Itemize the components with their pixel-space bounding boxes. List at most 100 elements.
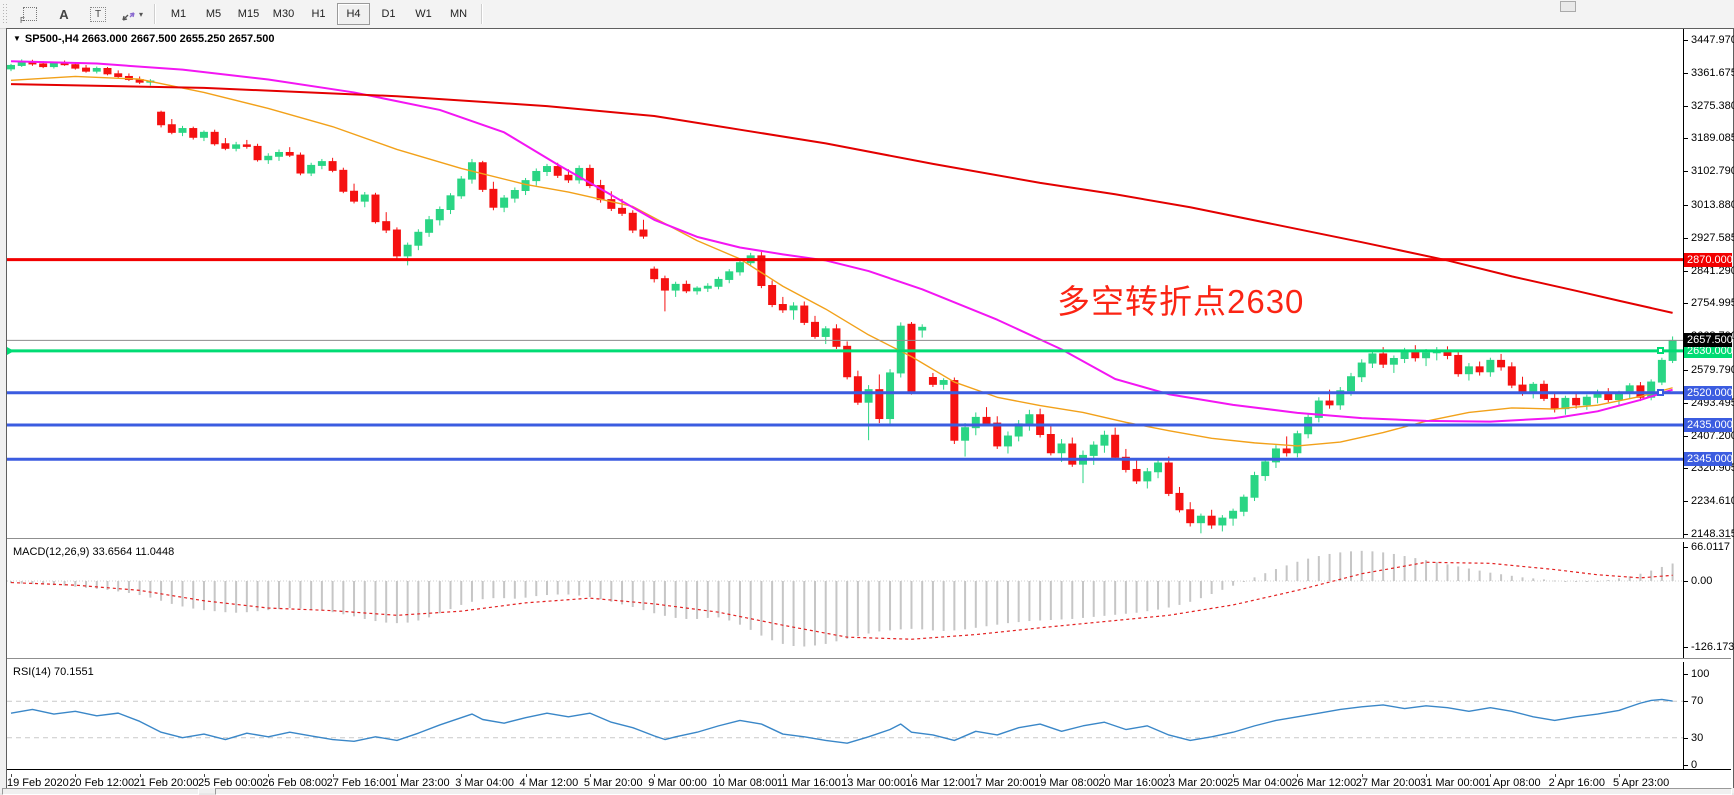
chart-title[interactable]: ▼ SP500-,H4 2663.000 2667.500 2655.250 26… [13,33,274,45]
pivot-2630-handle[interactable] [1657,347,1664,355]
macd-bar [953,581,956,631]
timeframe-button-m30[interactable]: M30 [272,8,295,20]
rsi-chart-svg[interactable] [7,662,1683,769]
timeframe-button-d1[interactable]: D1 [381,8,396,20]
snap-grid-button[interactable]: F [13,2,47,26]
macd-bar [385,581,388,623]
macd-bar [567,581,570,595]
candle-body [157,111,166,126]
timeframe-button-h4[interactable]: H4 [337,3,370,25]
candle-body [607,199,616,209]
axis-tick [1684,39,1688,41]
date-tick [268,774,270,777]
rsi-axis[interactable]: 100 70 30 0 [1683,662,1732,771]
date-tick [1233,774,1235,777]
price-axis-label: 3361.675 [1691,66,1734,79]
timeframe-button-w1[interactable]: W1 [415,8,432,20]
macd-bar [685,581,688,619]
candle-body [457,178,466,197]
macd-bar [299,581,302,609]
candle-body [1657,359,1666,383]
support-2520-handle[interactable] [1657,389,1664,397]
candle-body [510,189,519,199]
candle-body [993,422,1002,447]
candle-body [339,169,348,192]
axis-tick [1684,435,1688,437]
date-tick [75,774,77,777]
macd-bar [192,581,195,609]
macd-bar [1135,581,1138,613]
macd-bar [921,581,924,630]
price-axis[interactable]: 3447.970 3361.675 3275.380 3189.085 3102.790… [1683,29,1734,540]
macd-bar [588,581,591,598]
candle-body [1143,471,1152,482]
date-tick [911,774,913,777]
date-axis[interactable]: 19 Feb 2020 20 Feb 12:00 21 Feb 20:00 25 Fe… [7,774,1731,791]
candle-body [789,305,798,311]
candle-body [853,376,862,403]
macd-bar [1639,573,1642,581]
candle-body [1550,397,1559,410]
axis-tick [1684,72,1688,74]
date-axis-label: 2 Apr 16:00 [1548,777,1605,789]
date-axis-label: 3 Mar 04:00 [455,777,514,789]
macd-bar [1242,581,1245,582]
timeframe-button-m1[interactable]: M1 [170,8,187,20]
candle-body [650,268,659,280]
style-tool-button[interactable]: ▾ [115,2,149,26]
candle-body [660,278,669,291]
candle-body [811,321,819,337]
timeframe-button-mn[interactable]: MN [449,8,468,20]
candle-body [1454,354,1463,375]
text-box-button[interactable]: T [81,2,115,26]
macd-bar [1285,565,1288,581]
price-axis-label: 2579.790 [1691,363,1734,376]
macd-axis[interactable]: 66.0117 0.00 -126.173 [1683,541,1734,658]
date-axis-label: 5 Mar 20:00 [583,777,643,789]
candle-body [264,155,273,161]
date-axis-label: 9 Mar 00:00 [648,777,707,789]
timeframe-button-m5[interactable]: M5 [205,8,222,20]
macd-bar [867,581,870,634]
date-axis-label: 27 Feb 16:00 [326,777,392,789]
macd-bar [1124,581,1127,614]
date-axis-label: 26 Feb 08:00 [262,777,328,789]
macd-bar [803,581,806,647]
candle-body [982,416,991,424]
candle-body [478,162,487,190]
macd-bar [1103,581,1106,616]
style-arrows-icon [122,11,135,21]
text-label-button[interactable]: A [47,2,81,26]
candle-body [843,345,852,378]
timeframe-button-h1[interactable]: H1 [311,8,326,20]
macd-bar [20,581,23,584]
status-panel-right [215,788,1732,795]
candle-body [1357,362,1366,378]
macd-bar [1596,581,1599,582]
main-chart-svg[interactable] [7,29,1683,538]
date-tick [847,774,849,777]
macd-bar [1650,570,1653,581]
price-axis-label: 2927.585 [1691,231,1734,244]
date-axis-label: 11 Mar 16:00 [776,777,841,789]
chart-annotation-text[interactable]: 多空转折点2630 [1057,283,1305,320]
toolbar-drag-handle[interactable] [2,4,10,24]
macd-bar [760,581,763,636]
macd-bar [771,581,774,641]
macd-bar [974,581,977,628]
timeframe-button-m15[interactable]: M15 [237,8,260,20]
macd-bar [149,581,152,598]
macd-bar [1403,556,1406,581]
macd-bar [599,581,602,600]
macd-bar [1425,560,1428,581]
macd-bar [85,581,88,588]
macd-chart-svg[interactable] [7,542,1683,658]
macd-bar [1542,579,1545,581]
chart-dropdown-icon[interactable]: ▼ [13,34,21,43]
macd-bar [331,581,334,613]
date-axis-label: 19 Feb 2020 [7,777,69,789]
axis-tick [1684,533,1688,535]
date-axis-label: 1 Apr 08:00 [1484,777,1541,789]
window-controls[interactable] [1560,1,1576,12]
macd-bar [1489,572,1492,581]
